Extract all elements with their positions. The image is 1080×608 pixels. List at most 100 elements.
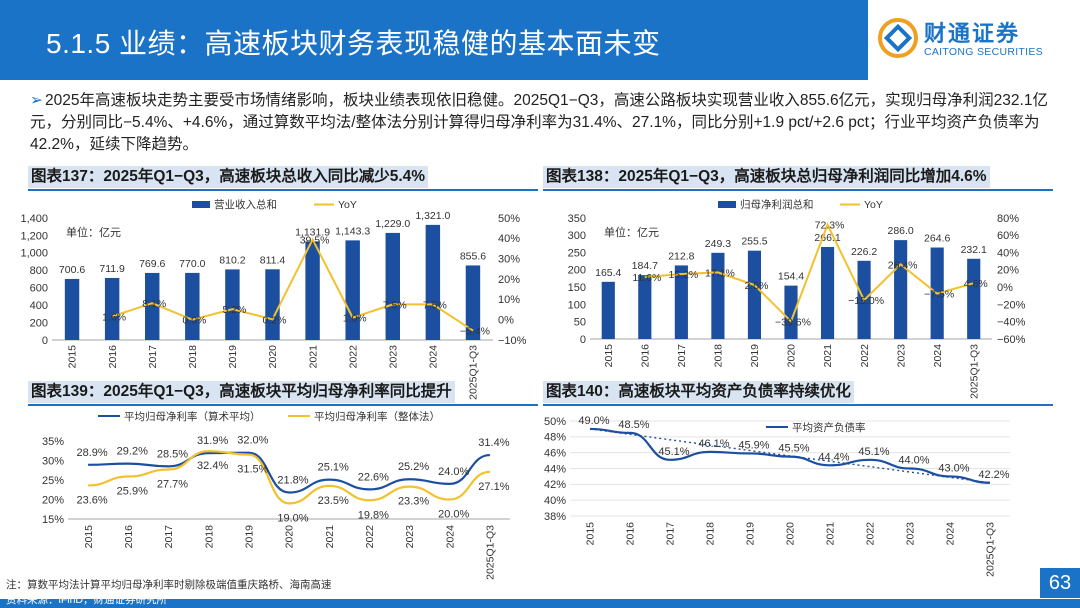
x-tick-label: 2015 (603, 344, 615, 368)
y-left-tick-label: 200 (30, 317, 48, 329)
bar (601, 281, 615, 339)
chart-138-underline (543, 189, 1053, 191)
x-tick-label: 2021 (825, 522, 837, 546)
x-tick-label: 2023 (905, 522, 917, 546)
bar (64, 278, 80, 340)
y-tick-label: 42% (544, 479, 566, 491)
trend-line (589, 428, 991, 484)
chart-138-title: 图表138：2025年Q1−Q3，高速板块总归母净利润同比增加4.6% (543, 166, 990, 188)
bar-value-label: 249.3 (705, 238, 731, 250)
chart-140-title: 图表140：高速板块平均资产负债率持续优化 (543, 381, 854, 403)
y-right-tick-label: −40% (997, 317, 1026, 329)
yoy-value-label: 26.4% (888, 259, 918, 271)
series-line (88, 451, 491, 494)
bar-value-label: 711.9 (99, 263, 125, 275)
logo-text-cn: 财通证券 (924, 21, 1021, 46)
y-left-tick-label: 0 (42, 335, 48, 347)
x-tick-label: 2021 (822, 344, 834, 368)
bar-value-label: 855.6 (460, 250, 486, 262)
data-point-label: 46.1% (698, 438, 729, 450)
x-tick-label: 2025Q1-Q3 (985, 522, 997, 577)
y-left-tick-label: 1,200 (20, 230, 48, 242)
x-tick-label: 2022 (859, 344, 871, 368)
x-tick-label: 2020 (785, 522, 797, 546)
x-tick-label: 2020 (267, 345, 279, 369)
x-tick-label: 2015 (83, 525, 95, 549)
bar-value-label: 1,229.0 (375, 218, 410, 230)
yoy-value-label: 4.6% (964, 278, 988, 290)
bar-value-label: 1,321.0 (415, 210, 450, 222)
y-right-tick-label: 80% (997, 213, 1019, 225)
x-tick-label: 2019 (243, 525, 255, 549)
y-left-tick-label: 250 (568, 247, 586, 259)
x-tick-label: 2015 (585, 522, 597, 546)
x-tick-label: 2024 (444, 525, 456, 549)
source-note: 资料来源：iFinD，财通证券研究所 (6, 594, 168, 606)
x-tick-label: 2017 (163, 525, 175, 549)
bar-value-label: 1,143.3 (335, 225, 370, 237)
bar-value-label: 811.4 (260, 254, 286, 266)
yoy-value-label: −39.6% (775, 316, 811, 328)
legend-bar-label: 营业收入总和 (214, 198, 277, 211)
data-point-label: 19.0% (277, 512, 308, 524)
yoy-value-label: 11.6% (632, 272, 661, 284)
x-tick-label: 2017 (676, 344, 688, 368)
yoy-value-label: 7.5% (423, 299, 447, 311)
logo-mark-icon (878, 18, 918, 58)
bar (265, 269, 280, 340)
chart-139: 15% 20% 25% 30% 35% 2015 2016 2017 2018 2019 2020 2… (42, 410, 510, 580)
legend-line-label: YoY (338, 199, 357, 211)
bar-value-label: 232.1 (961, 244, 987, 256)
yoy-value-label: −7.5% (924, 289, 954, 301)
x-tick-label: 2016 (107, 345, 119, 369)
bar (185, 272, 200, 340)
bar-value-label: 286.0 (887, 225, 913, 237)
page-number: 63 (1040, 568, 1080, 598)
y-right-tick-label: 20% (498, 274, 520, 286)
y-right-tick-label: 60% (997, 230, 1019, 242)
data-point-label: 25.2% (398, 461, 429, 473)
yoy-value-label: 1.6% (102, 311, 126, 323)
series-line (589, 427, 991, 484)
data-point-label: 44.4% (818, 451, 849, 463)
y-tick-label: 35% (42, 436, 64, 448)
data-point-label: 20.0% (438, 509, 469, 521)
chart-137: 0 200 400 600 800 1,000 1,200 1,400 −10% 0% 10% 20%… (20, 198, 526, 400)
data-point-label: 45.9% (738, 439, 769, 451)
series-line (88, 450, 491, 505)
y-tick-label: 38% (544, 511, 566, 523)
x-tick-label: 2024 (945, 522, 957, 546)
y-right-tick-label: 0% (997, 282, 1013, 294)
x-tick-label: 2020 (284, 525, 296, 549)
data-point-label: 28.9% (76, 447, 107, 459)
y-left-tick-label: 150 (568, 282, 586, 294)
x-tick-label: 2022 (865, 522, 877, 546)
y-right-tick-label: 20% (997, 265, 1019, 277)
company-logo: 财通证券 CAITONG SECURITIES (868, 0, 1080, 80)
yoy-value-label: 7.5% (383, 299, 407, 311)
bar (104, 277, 120, 340)
unit-label: 单位：亿元 (66, 225, 121, 239)
chart-140-underline (543, 404, 1053, 406)
x-tick-label: 2025Q1-Q3 (968, 344, 980, 399)
data-point-label: 31.4% (478, 437, 509, 449)
y-tick-label: 30% (42, 455, 64, 467)
data-point-label: 29.2% (117, 446, 148, 458)
x-tick-label: 2018 (705, 522, 717, 546)
yoy-value-label: 0.2% (263, 314, 287, 326)
bar-value-label: 810.2 (219, 254, 245, 266)
x-tick-label: 2018 (713, 344, 725, 368)
x-tick-label: 2015 (67, 345, 79, 369)
y-left-tick-label: 0 (580, 334, 586, 346)
yoy-value-label: 8.1% (142, 298, 166, 310)
data-point-label: 25.9% (117, 485, 148, 497)
x-tick-label: 2019 (749, 344, 761, 368)
x-tick-label: 2025Q1-Q3 (485, 525, 497, 580)
legend-bar-label: 归母净利润总和 (740, 198, 814, 211)
y-tick-label: 46% (544, 448, 566, 460)
data-point-label: 25.1% (318, 462, 349, 474)
y-left-tick-label: 350 (568, 213, 586, 225)
yoy-value-label: 5.2% (222, 304, 246, 316)
y-right-tick-label: 40% (498, 233, 520, 245)
y-left-tick-label: 800 (30, 265, 48, 277)
